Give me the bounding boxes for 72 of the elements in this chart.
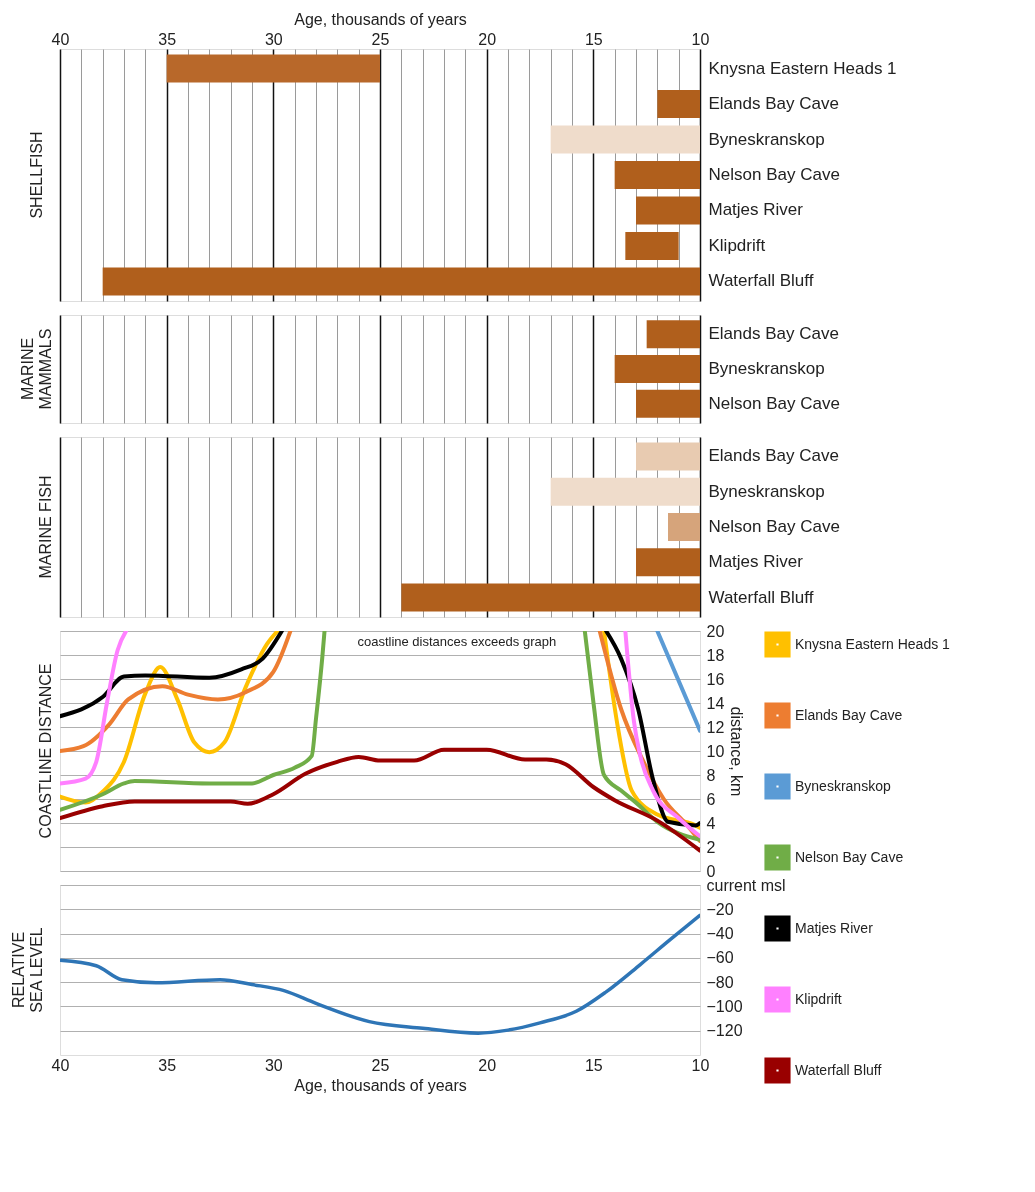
y-tick-label: 20	[706, 622, 725, 640]
annotation: coastline distances exceeds graph	[357, 634, 557, 649]
y-tick-label: Waterfall Bluff	[708, 271, 814, 291]
x-tick-label: 30	[264, 1056, 283, 1074]
y-tick-label: Knysna Eastern Heads 1	[708, 58, 897, 78]
y-tick-label: Nelson Bay Cave	[708, 517, 840, 536]
y-axis-title: distance, km	[728, 706, 746, 797]
y-tick-label: 14	[706, 694, 725, 712]
bar	[625, 231, 679, 260]
y-tick-label: 4	[706, 814, 716, 832]
x-axis-title: Age, thousands of years	[294, 1076, 467, 1094]
x-axis-title: Age, thousands of years	[294, 10, 467, 28]
y-tick-label: 10	[706, 742, 725, 760]
x-tick-label: 35	[158, 1056, 177, 1074]
bar	[102, 267, 700, 296]
bar	[550, 477, 700, 506]
y-tick-label: −60	[706, 949, 734, 967]
y-tick-label: −120	[706, 1022, 743, 1040]
y-tick-label: Elands Bay Cave	[708, 94, 839, 114]
x-tick-label: 40	[51, 30, 70, 48]
legend-label: Byneskranskop	[795, 777, 891, 794]
bar	[550, 125, 700, 154]
y-tick-label: 2	[706, 838, 716, 856]
text: SHELLFISH	[28, 131, 46, 219]
bar	[614, 161, 700, 189]
y-tick-label: Byneskranskop	[708, 359, 825, 378]
legend-label: Elands Bay Cave	[795, 706, 903, 723]
bar	[401, 583, 700, 612]
x-tick-label: 30	[264, 30, 283, 48]
y-tick-label: Elands Bay Cave	[708, 324, 839, 344]
x-tick-label: 20	[478, 1056, 497, 1074]
y-tick-label: −20	[706, 900, 734, 918]
x-tick-label: 25	[371, 1056, 390, 1074]
y-tick-label: Matjes River	[708, 200, 804, 220]
line-series	[60, 747, 700, 853]
y-tick-label: 6	[706, 790, 716, 808]
y-tick-label: 12	[706, 718, 725, 736]
y-tick-label: −100	[706, 997, 743, 1015]
text: MARINE MAMMALS	[19, 328, 54, 410]
bar	[636, 196, 700, 225]
y-tick-label: Waterfall Bluff	[708, 587, 814, 607]
x-tick-label: 15	[584, 30, 603, 48]
y-tick-label: Nelson Bay Cave	[708, 165, 840, 184]
text: RELATIVE SEA LEVEL	[10, 927, 46, 1013]
bar	[668, 513, 700, 541]
y-tick-label: Nelson Bay Cave	[708, 393, 840, 413]
y-tick-label: Matjes River	[708, 552, 804, 572]
y-tick-label: 18	[706, 646, 725, 664]
y-tick-label: Byneskranskop	[708, 129, 825, 149]
legend-label: Nelson Bay Cave	[795, 848, 904, 865]
x-tick-label: 35	[158, 30, 177, 48]
y-tick-label: Byneskranskop	[708, 481, 825, 501]
y-tick-label: 8	[706, 766, 716, 784]
text: COASTLINE DISTANCE	[37, 663, 54, 839]
bar	[636, 442, 700, 471]
y-tick-label: 16	[706, 670, 725, 688]
x-tick-label: 15	[584, 1056, 603, 1074]
x-tick-label: 20	[478, 30, 497, 48]
y-tick-label: −80	[706, 973, 734, 991]
bar	[166, 54, 380, 83]
y-tick-label: Klipdrift	[708, 235, 766, 255]
bar	[657, 90, 700, 119]
line-series	[60, 913, 700, 1035]
legend-label: Knysna Eastern Heads 1	[795, 635, 951, 652]
x-tick-label: 25	[371, 30, 390, 48]
x-tick-label: 40	[51, 1056, 70, 1074]
y-tick-label: −40	[706, 925, 734, 943]
text: MARINE FISH	[37, 475, 54, 579]
y-tick-label: Elands Bay Cave	[708, 446, 839, 466]
bar	[636, 548, 700, 577]
legend-label: Matjes River	[795, 919, 874, 936]
legend-label: Waterfall Bluff	[795, 1061, 882, 1078]
